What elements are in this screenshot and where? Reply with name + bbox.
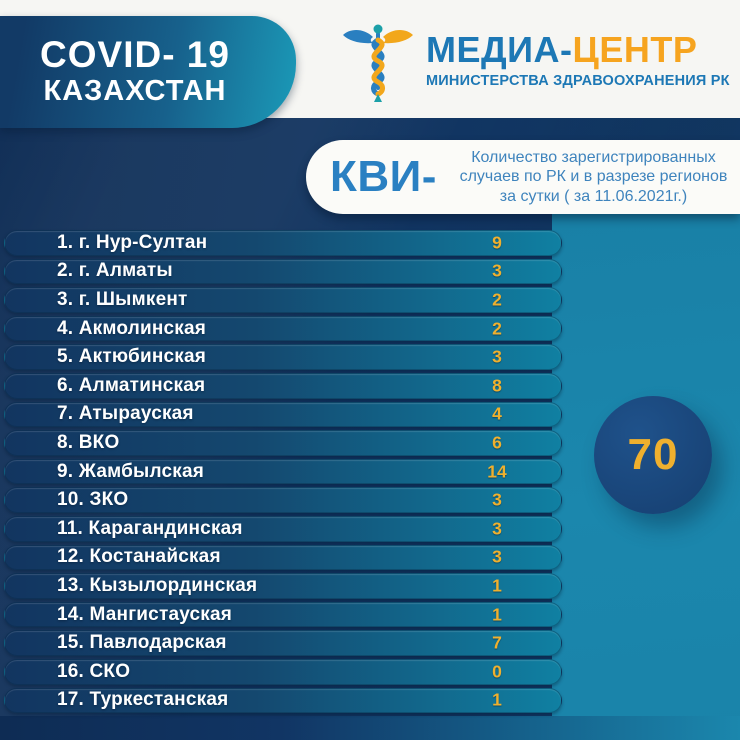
region-label: 9. Жамбылская [57,460,205,482]
region-value: 6 [492,432,502,453]
kvi-info-box: КВИ- Количество зарегистрированных случа… [306,140,740,214]
region-row: 8. ВКО 6 [4,430,562,456]
covid-badge: COVID- 19 КАЗАХСТАН [0,16,296,128]
logo-text: МЕДИА-ЦЕНТР МИНИСТЕРСТВА ЗДРАВООХРАНЕНИЯ… [426,20,730,108]
region-value: 1 [492,689,502,710]
region-label: 11. Карагандинская [57,517,243,539]
region-label: 3. г. Шымкент [57,288,188,310]
region-label: 2. г. Алматы [57,260,173,282]
region-value: 2 [492,318,502,339]
region-label: 16. СКО [57,660,131,682]
region-row: 4. Акмолинская 2 [4,315,562,342]
region-value: 1 [492,575,502,596]
logo-subtitle: МИНИСТЕРСТВА ЗДРАВООХРАНЕНИЯ РК [426,73,730,89]
region-row: 12. Костанайская 3 [4,544,562,571]
region-row: 15. Павлодарская 7 [4,630,562,656]
region-value: 2 [492,289,502,310]
bottom-gradient-band [0,716,740,740]
region-value: 8 [492,375,502,396]
region-label: 15. Павлодарская [57,632,227,654]
region-value: 1 [492,604,502,625]
region-row: 3. г. Шымкент 2 [4,287,562,313]
region-value: 7 [492,632,502,653]
kvi-label: КВИ- [330,152,437,201]
region-label: 10. ЗКО [57,489,129,511]
region-value: 3 [492,260,502,281]
region-row: 16. СКО 0 [4,658,562,685]
region-label: 12. Костанайская [57,546,221,568]
region-row: 9. Жамбылская 14 [4,458,562,485]
region-label: 7. Атырауская [57,403,194,425]
region-row: 10. ЗКО 3 [4,487,562,513]
region-label: 14. Мангистауская [57,603,233,625]
kvi-description: Количество зарегистрированных случаев по… [447,148,740,207]
region-value: 3 [492,518,502,539]
region-label: 4. Акмолинская [57,317,207,339]
logo-title-media: МЕДИА- [426,29,573,70]
region-label: 6. Алматинская [57,374,206,396]
region-value: 9 [492,232,502,253]
region-row: 1. г. Нур-Султан 9 [4,230,562,256]
caduceus-icon [343,24,413,102]
region-value: 4 [492,403,502,424]
region-value: 3 [492,489,502,510]
region-row: 17. Туркестанская 1 [4,687,562,714]
badge-title: COVID- 19 [40,33,230,75]
badge-subtitle: КАЗАХСТАН [43,74,227,107]
region-value: 14 [487,461,507,482]
region-row: 6. Алматинская 8 [4,372,562,399]
kvi-description-line-1: Количество зарегистрированных [471,148,716,166]
media-center-logo: МЕДИА-ЦЕНТР МИНИСТЕРСТВА ЗДРАВООХРАНЕНИЯ… [340,20,730,108]
region-value: 3 [492,546,502,567]
logo-title: МЕДИА-ЦЕНТР [426,32,730,68]
region-label: 17. Туркестанская [57,689,229,711]
region-label: 1. г. Нур-Султан [57,231,208,253]
region-row: 11. Карагандинская 3 [4,515,562,542]
region-row: 5. Актюбинская 3 [4,344,562,370]
kvi-description-line-2: случаев по РК и в разрезе регионов [459,168,728,186]
kvi-description-line-3: за сутки ( за 11.06.2021г.) [499,187,688,205]
region-row: 13. Кызылординская 1 [4,573,562,599]
logo-title-center: ЦЕНТР [572,29,698,70]
region-label: 5. Актюбинская [57,346,207,368]
total-circle: 70 [594,396,712,514]
region-row: 14. Мангистауская 1 [4,601,562,628]
region-list: 1. г. Нур-Султан 9 2. г. Алматы 3 3. г. … [4,230,562,716]
region-row: 7. Атырауская 4 [4,401,562,428]
region-value: 0 [492,661,502,682]
region-label: 8. ВКО [57,431,120,453]
region-value: 3 [492,346,502,367]
region-row: 2. г. Алматы 3 [4,258,562,285]
total-value: 70 [627,430,679,479]
region-label: 13. Кызылординская [57,574,258,596]
